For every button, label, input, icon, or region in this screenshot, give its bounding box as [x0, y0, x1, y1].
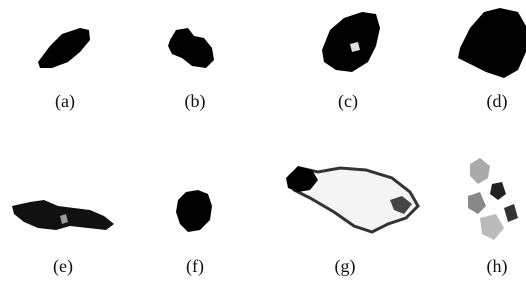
panel-label: (e) [53, 256, 73, 277]
blob [468, 192, 486, 214]
panel-c: (c) [322, 12, 380, 112]
blob [490, 182, 506, 200]
panel-b: (b) [168, 28, 214, 112]
blob [480, 214, 504, 240]
blob [470, 158, 490, 184]
panel-h: (h) [468, 158, 518, 277]
panel-label: (d) [487, 91, 508, 112]
panel-g: (g) [286, 166, 418, 277]
panel-d: (d) [458, 8, 526, 112]
blob [38, 28, 90, 68]
panel-label: (h) [487, 256, 508, 277]
panel-f: (f) [176, 190, 212, 277]
blob [168, 28, 214, 68]
figure: (a) (b) (c) (d) (e) (f) (g) (h) [0, 0, 526, 284]
panel-a: (a) [38, 28, 90, 112]
panel-label: (b) [185, 91, 206, 112]
page: {"panels": [ {"label": "(a)"}, {"label":… [0, 0, 526, 284]
panel-label: (c) [338, 91, 358, 112]
blob [458, 8, 526, 78]
panel-e: (e) [12, 200, 114, 277]
blob [322, 12, 380, 72]
panel-label: (f) [186, 256, 204, 277]
panel-label: (a) [55, 91, 75, 112]
panel-label: (g) [335, 256, 356, 277]
blob [176, 190, 212, 232]
blob [504, 204, 518, 222]
